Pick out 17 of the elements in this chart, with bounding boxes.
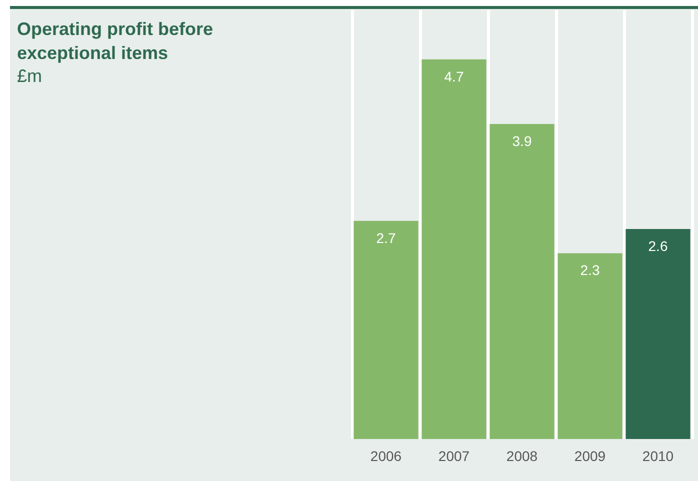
x-tick-label: 2007 <box>438 448 470 464</box>
bar <box>354 220 418 439</box>
text: £m <box>17 66 42 86</box>
bar <box>626 228 690 439</box>
bar <box>422 59 486 439</box>
x-tick-label: 2009 <box>574 448 606 464</box>
bar <box>558 253 622 439</box>
bar <box>490 124 554 439</box>
text: Operating profit before exceptional items <box>17 19 218 63</box>
x-tick-label: 2008 <box>506 448 538 464</box>
data-label: 3.9 <box>512 132 532 149</box>
data-label: 2.6 <box>648 238 668 254</box>
x-tick-label: 2006 <box>370 448 402 464</box>
x-tick-label: 2010 <box>642 448 674 464</box>
data-label: 2.7 <box>376 230 396 246</box>
data-label: 2.3 <box>580 262 600 278</box>
data-label: 4.7 <box>444 68 464 84</box>
